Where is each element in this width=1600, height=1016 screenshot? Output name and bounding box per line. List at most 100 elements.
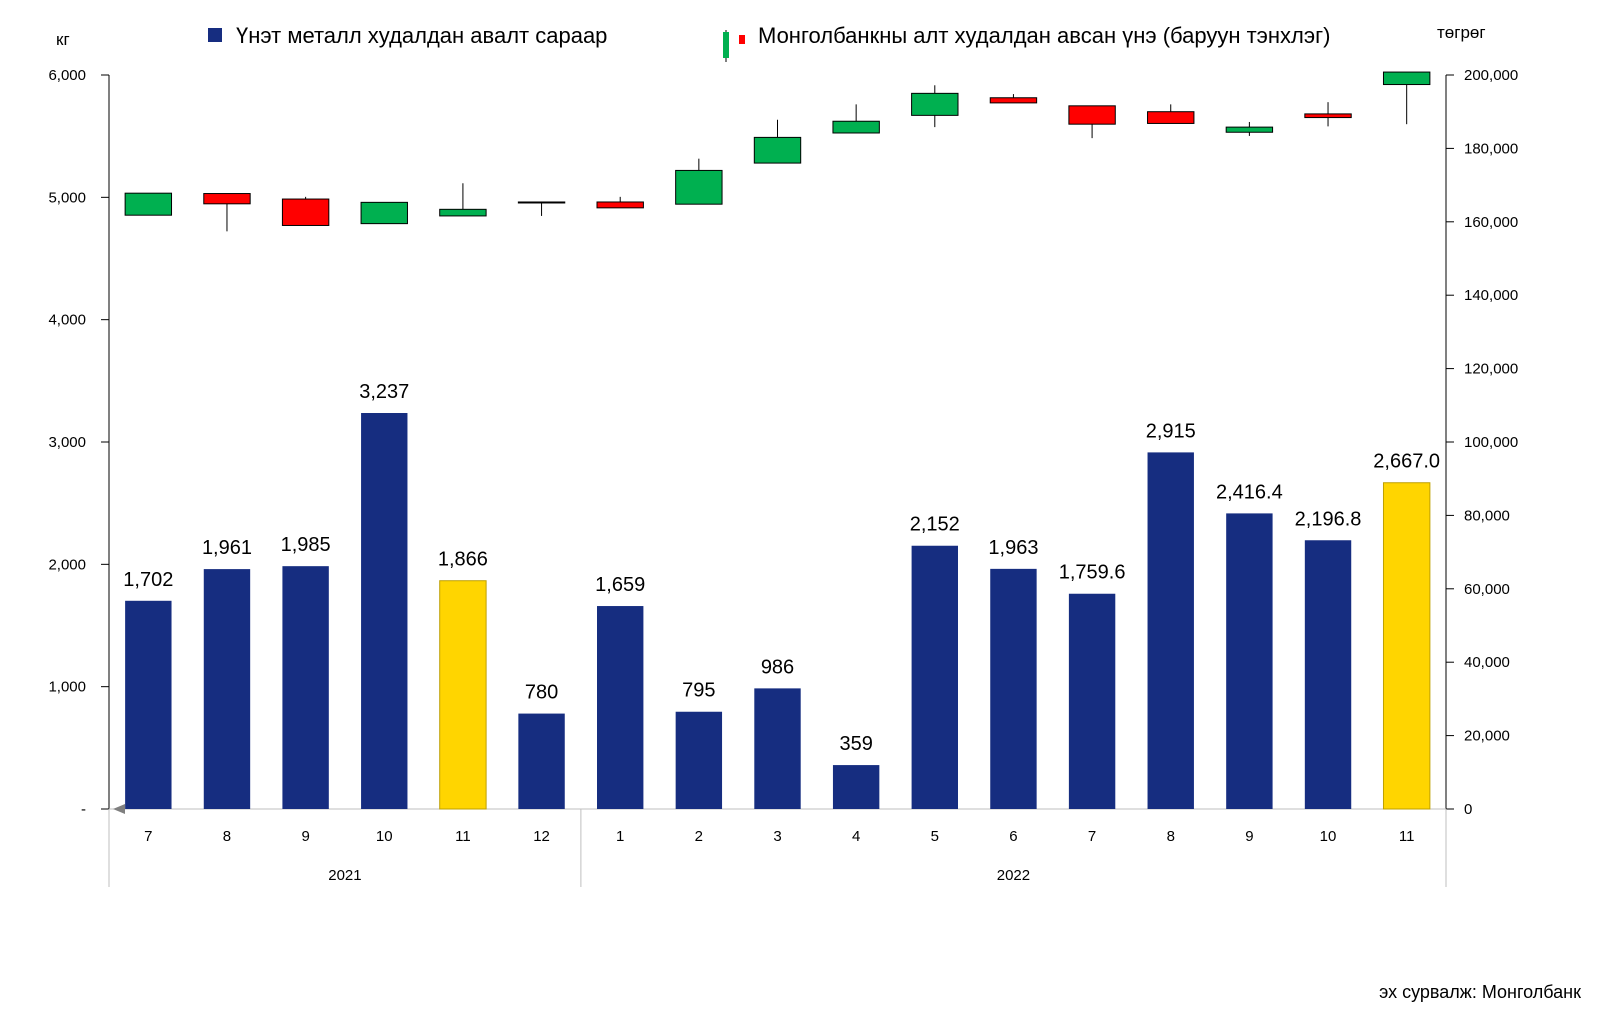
bar — [832, 765, 880, 809]
bar — [282, 566, 329, 809]
bar — [597, 606, 644, 809]
candle-body-down — [1068, 105, 1116, 125]
category-axis-arrow — [113, 804, 125, 814]
right-axis-unit: төгрөг — [1437, 23, 1486, 42]
legend-bar-label: Үнэт металл худалдан авалт сараар — [236, 23, 607, 48]
left-axis-tick-label: 1,000 — [48, 679, 86, 696]
year-label: 2022 — [997, 867, 1030, 884]
bar — [1226, 513, 1273, 809]
candle — [1147, 104, 1195, 124]
left-axis-tick-label: 6,000 — [48, 67, 86, 84]
candle-body-up — [675, 169, 723, 205]
bar — [1147, 452, 1194, 809]
right-axis-tick-label: 120,000 — [1464, 361, 1518, 378]
bar-value-label: 2,416.4 — [1216, 481, 1283, 503]
right-axis-tick-label: 80,000 — [1464, 507, 1510, 524]
bar — [203, 569, 251, 809]
candle-body-up — [360, 201, 408, 225]
candle-body-down — [1304, 113, 1352, 119]
candle — [832, 104, 880, 134]
candle — [1382, 71, 1431, 125]
candle-body-up — [517, 201, 566, 204]
bar — [990, 568, 1037, 809]
legend-candle-down-swatch — [739, 35, 745, 44]
legend-bar-swatch — [208, 28, 222, 42]
left-axis-unit: кг — [56, 30, 70, 49]
bar-data-labels: 1,702 1,961 1,985 3,237 1,866 780 1,659 795 986 3… — [123, 381, 1440, 755]
bar — [754, 688, 801, 809]
bar — [125, 600, 172, 809]
bar — [911, 545, 958, 809]
month-label: 5 — [931, 828, 939, 845]
month-label: 6 — [1009, 828, 1017, 845]
right-axis-tick-label: 100,000 — [1464, 434, 1518, 451]
candle — [989, 94, 1038, 104]
candle-body-up — [124, 192, 173, 216]
bar-value-label: 795 — [682, 680, 715, 702]
bar-value-label: 1,961 — [202, 537, 252, 559]
month-label: 1 — [616, 828, 624, 845]
month-label: 12 — [533, 828, 550, 845]
bar — [675, 711, 723, 809]
left-axis-tick-label: - — [81, 801, 86, 818]
candle-body-up — [1382, 71, 1431, 86]
bar-value-label: 1,759.6 — [1059, 562, 1126, 584]
candlestick-series — [124, 71, 1431, 232]
right-axis-tick-label: 20,000 — [1464, 728, 1510, 745]
bar — [361, 413, 408, 809]
legend-candle-up-swatch — [723, 32, 729, 58]
left-axis-tick-label: 2,000 — [48, 556, 86, 573]
right-axis-tick-label: 0 — [1464, 801, 1472, 818]
bar — [1304, 540, 1352, 809]
month-label: 9 — [301, 828, 309, 845]
month-label: 8 — [1167, 828, 1175, 845]
candle — [439, 183, 487, 217]
bar-value-label: 2,915 — [1146, 420, 1196, 442]
month-label: 4 — [852, 828, 860, 845]
month-label: 9 — [1245, 828, 1253, 845]
candle-body-down — [596, 201, 644, 209]
month-label: 11 — [1399, 828, 1415, 845]
candle — [596, 196, 644, 209]
candle — [281, 196, 330, 226]
month-label: 10 — [1320, 828, 1337, 845]
legend-candle-label: Монголбанкны алт худалдан авсан үнэ (бар… — [758, 23, 1330, 48]
right-axis-tick-label: 160,000 — [1464, 214, 1518, 231]
legend: Үнэт металл худалдан авалт сараар Монгол… — [208, 23, 1330, 62]
right-axis-tick-label: 40,000 — [1464, 654, 1510, 671]
bar — [1382, 482, 1431, 810]
bar-value-label: 2,196.8 — [1295, 508, 1362, 530]
month-label: 7 — [144, 828, 152, 845]
source-note: эх сурвалж: Монголбанк — [1379, 982, 1581, 1002]
bar-series — [125, 413, 1431, 810]
candle — [1068, 105, 1116, 139]
candle-body-up — [1225, 126, 1274, 133]
left-axis-tick-label: 4,000 — [48, 312, 86, 329]
right-axis-tick-label: 180,000 — [1464, 140, 1518, 157]
candle — [911, 85, 959, 128]
candle-body-down — [1147, 111, 1195, 124]
month-label: 8 — [223, 828, 231, 845]
candle — [203, 193, 251, 232]
axes: - 1,000 2,000 3,000 4,000 5,000 6,000 0 20,000 40… — [48, 67, 1518, 887]
candle-body-up — [439, 208, 487, 217]
candle — [124, 192, 173, 216]
bar-value-label: 2,152 — [910, 514, 960, 536]
bar-value-label: 1,866 — [438, 549, 488, 571]
bar — [518, 713, 565, 809]
bar-value-label: 1,963 — [988, 537, 1038, 559]
year-label: 2021 — [328, 867, 361, 884]
right-axis-tick-label: 200,000 — [1464, 67, 1518, 84]
candle-body-up — [832, 120, 880, 134]
bar-value-label: 986 — [761, 656, 794, 678]
bar-value-label: 1,702 — [123, 569, 173, 591]
candle-body-down — [989, 97, 1038, 104]
candle — [1304, 102, 1352, 127]
bar — [1068, 593, 1116, 809]
month-label: 3 — [773, 828, 781, 845]
candle-body-up — [911, 92, 959, 116]
candle — [753, 119, 802, 164]
candle — [1225, 121, 1274, 136]
bar-value-label: 2,667.0 — [1373, 451, 1440, 473]
